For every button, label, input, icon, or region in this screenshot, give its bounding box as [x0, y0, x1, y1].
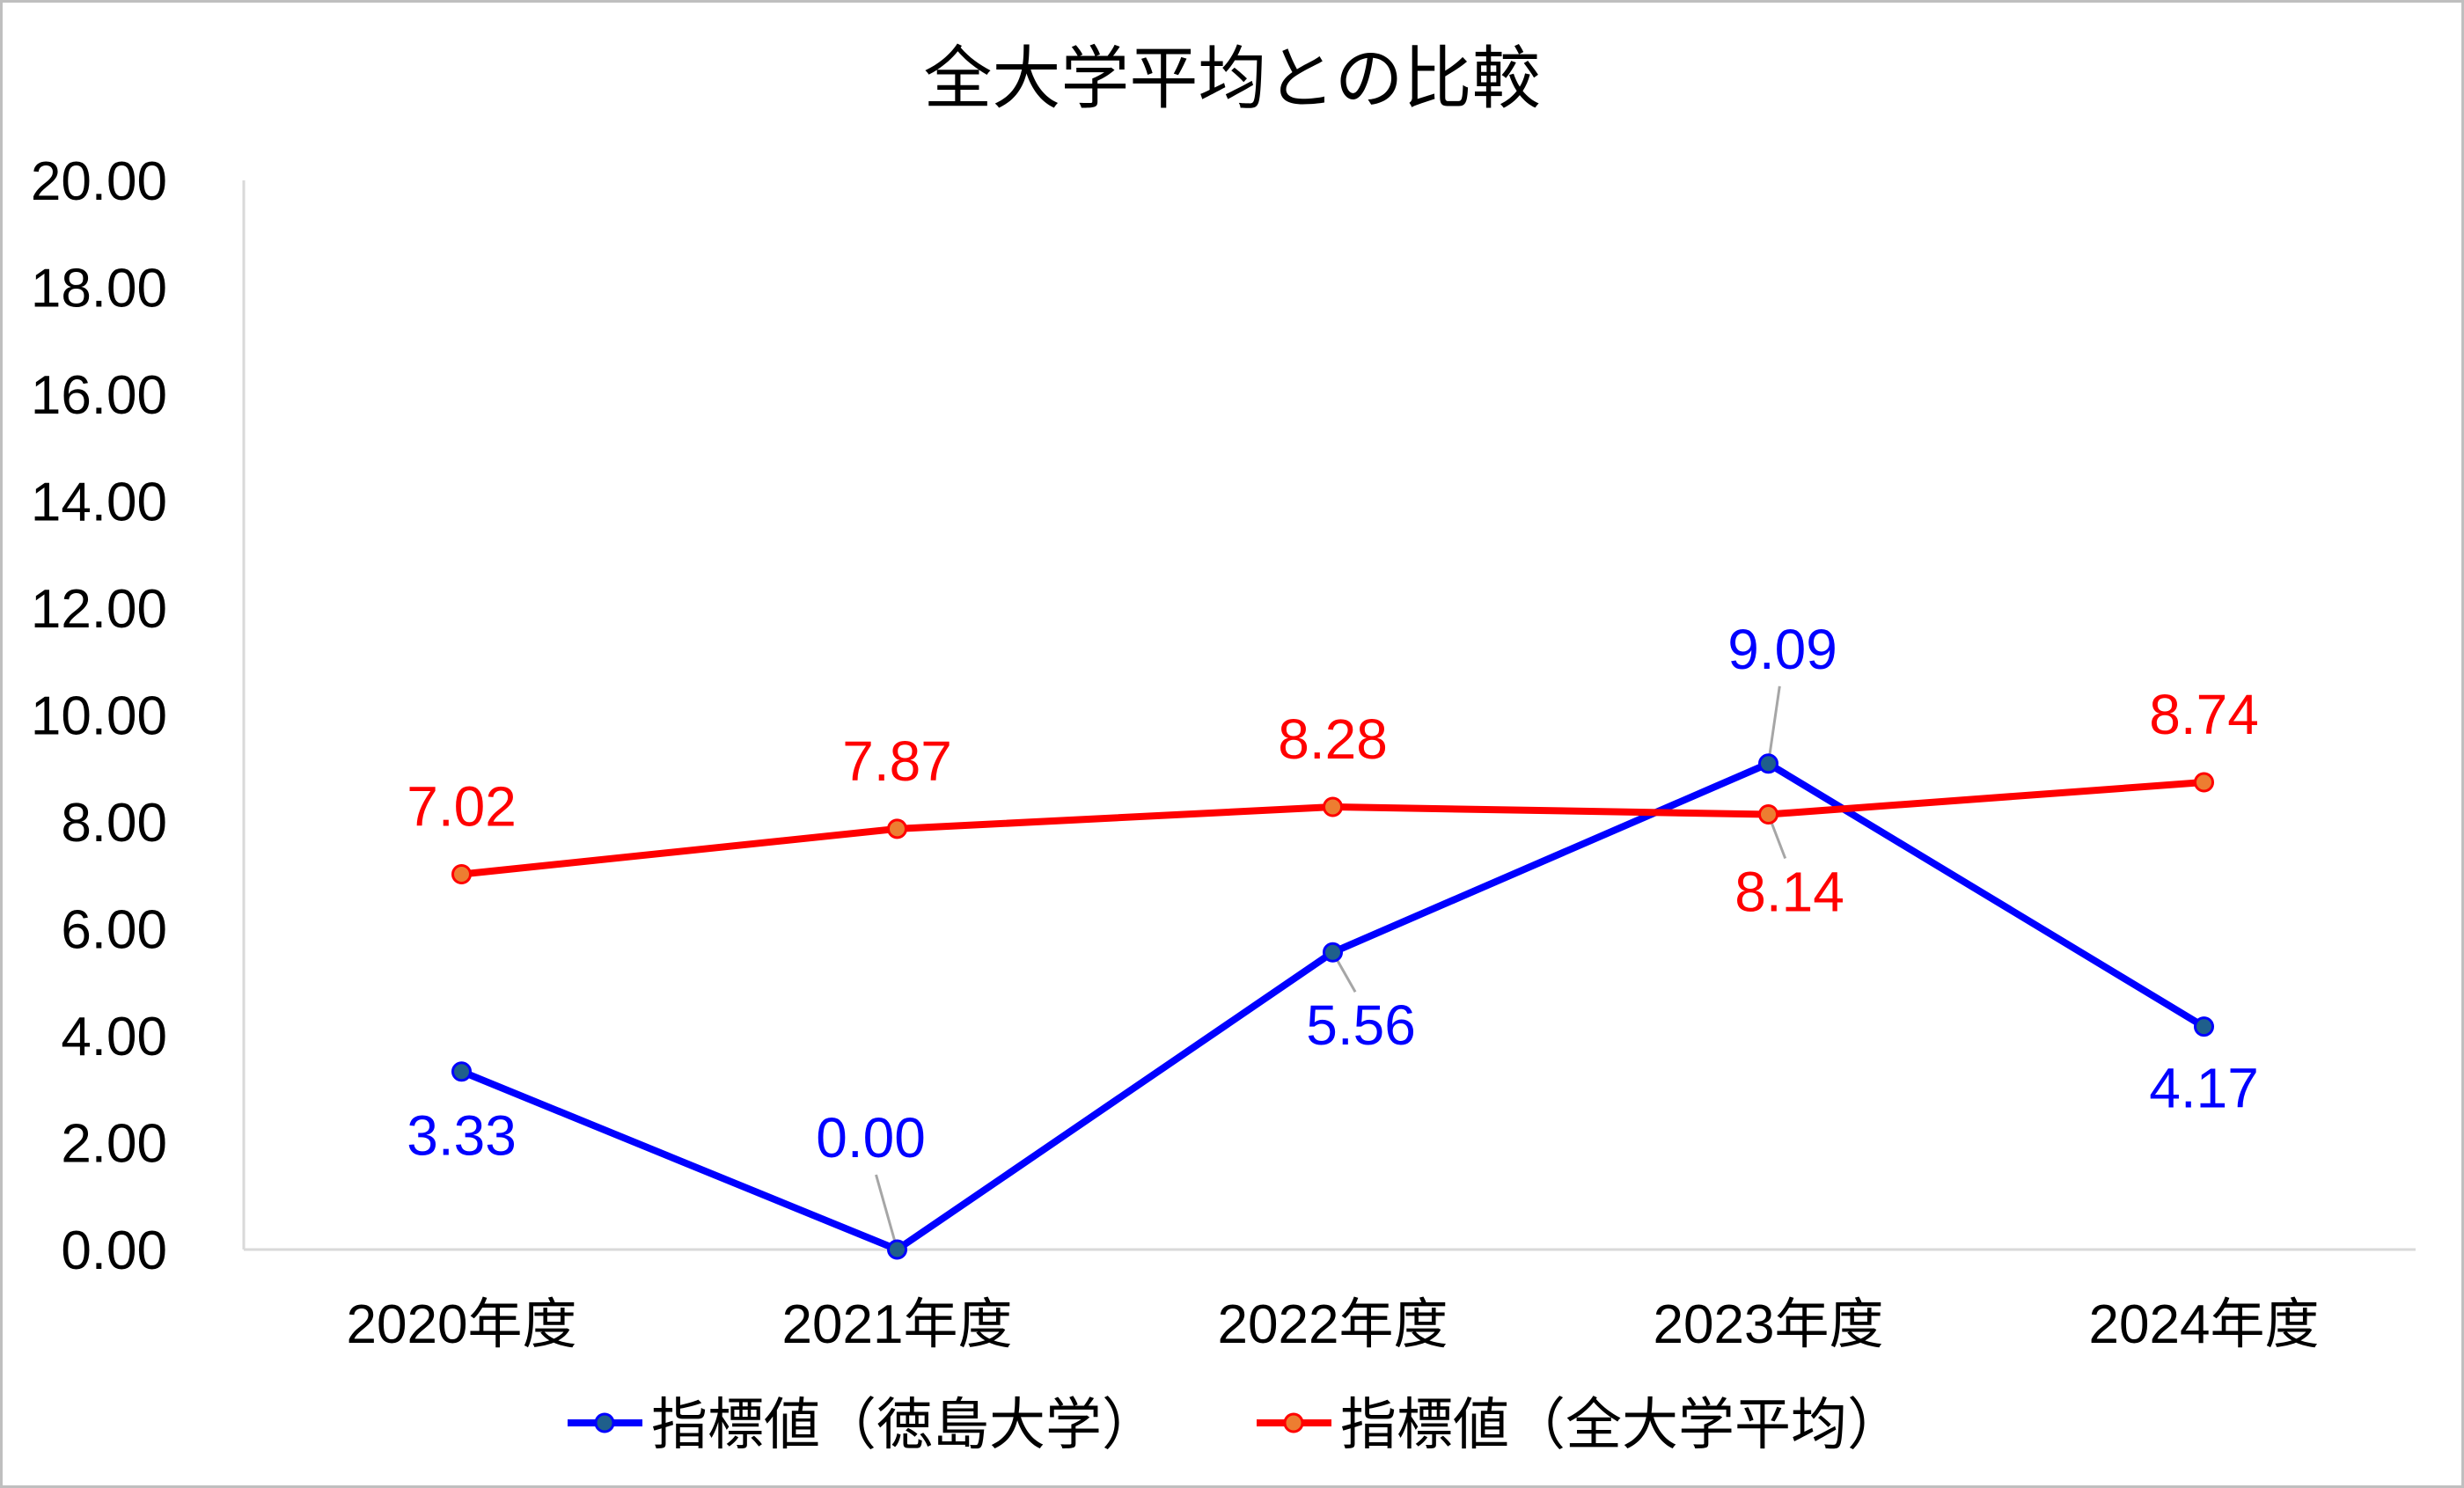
data-label: 7.02	[407, 775, 517, 839]
data-label: 7.87	[842, 729, 952, 793]
data-label: 3.33	[407, 1104, 517, 1168]
y-tick-label: 8.00	[61, 793, 167, 854]
x-category-label: 2021年度	[782, 1294, 1013, 1355]
data-point	[2194, 1016, 2214, 1037]
data-label: 0.00	[816, 1106, 926, 1169]
legend-entry-label: 指標値（徳島大学）	[651, 1393, 1158, 1456]
data-label: 8.74	[2149, 683, 2259, 746]
y-tick-label: 0.00	[61, 1220, 167, 1281]
y-tick-label: 6.00	[61, 900, 167, 961]
x-category-label: 2023年度	[1654, 1294, 1884, 1355]
legend-swatch-marker	[1283, 1412, 1304, 1433]
legend-swatch-marker	[594, 1412, 615, 1433]
leader-line	[875, 1174, 898, 1250]
y-tick-label: 14.00	[31, 473, 167, 533]
data-point	[2194, 772, 2214, 793]
y-tick-label: 12.00	[31, 579, 167, 640]
data-point	[887, 818, 907, 839]
data-label: 4.17	[2149, 1057, 2259, 1120]
y-tick-label: 4.00	[61, 1007, 167, 1067]
y-tick-label: 2.00	[61, 1114, 167, 1175]
data-point	[1323, 796, 1343, 817]
data-point	[451, 1061, 472, 1082]
data-label: 8.14	[1734, 860, 1844, 923]
leader-line	[1767, 685, 1781, 764]
data-point	[887, 1239, 907, 1260]
y-tick-label: 16.00	[31, 365, 167, 426]
data-label: 9.09	[1727, 618, 1837, 681]
y-tick-label: 20.00	[31, 151, 167, 212]
x-category-label: 2020年度	[347, 1294, 577, 1355]
y-tick-label: 10.00	[31, 686, 167, 747]
x-category-label: 2022年度	[1218, 1294, 1448, 1355]
data-point	[1758, 803, 1778, 825]
legend: 指標値（徳島大学） 指標値（全大学平均）	[568, 1393, 1903, 1456]
chart-title: 全大学平均との比較	[923, 40, 1540, 117]
data-point	[1323, 942, 1343, 963]
y-tick-label: 18.00	[31, 259, 167, 319]
data-point	[1758, 753, 1778, 774]
data-label: 8.28	[1278, 707, 1388, 771]
data-label: 5.56	[1306, 993, 1416, 1057]
x-category-label: 2024年度	[2089, 1294, 2320, 1355]
legend-entry-label: 指標値（全大学平均）	[1340, 1393, 1903, 1456]
data-point	[451, 864, 472, 885]
